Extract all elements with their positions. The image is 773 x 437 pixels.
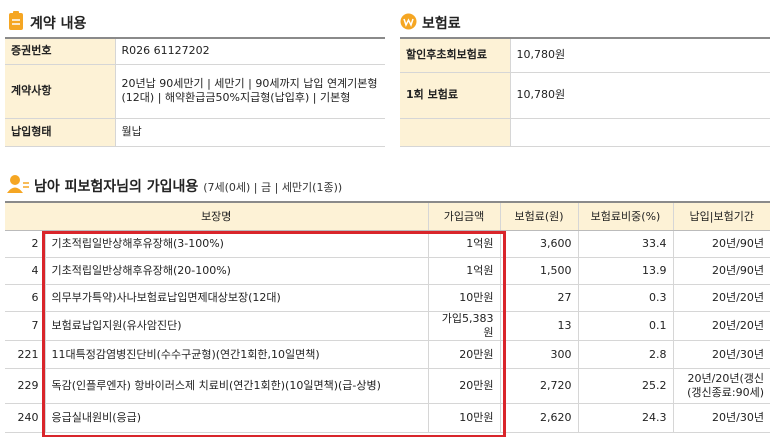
column-header: 보험료(원) [499, 202, 578, 231]
coverage-row: 229 독감(인플루엔자) 항바이러스제 치료비(연간1회한)(10일면책)(급-… [5, 368, 770, 404]
header-row: 보장명 가입금액 보험료(원) 보험료비중(%) 납입|보험기간 [5, 202, 770, 231]
contract-title: 계약 내용 [30, 16, 87, 32]
coverage-name: 기초적립일반상해후유장해(3-100%) [44, 230, 428, 258]
info-label: 납입형태 [5, 118, 116, 147]
info-row: 계약사항 20년납 90세만기 | 세만기 | 90세까지 납입 연계기본형(12… [5, 64, 385, 119]
premium-ratio: 0.1 [577, 311, 673, 341]
premium-ratio: 0.3 [577, 284, 673, 312]
coverage-amount: 20만원 [427, 368, 500, 404]
coverage-row: 221 11대특정감염병진단비(수수구균형)(연간1회한,10일면책) 20만원 30… [5, 340, 770, 369]
premium-table: 할인후초회보험료 10,780원 1회 보험료 10,780원 [400, 37, 770, 147]
coverage-row: 7 보험료납입지원(유사암진단) 가입5,383원 13 0.1 20년/20년 [5, 311, 770, 341]
column-header: 가입금액 [427, 202, 500, 231]
period: 20년/90년 [672, 230, 770, 258]
premium-ratio: 24.3 [577, 403, 673, 433]
row-code: 229 [5, 368, 45, 404]
person-icon [7, 175, 29, 193]
premium: 3,600 [499, 230, 578, 258]
coverage-amount: 1억원 [427, 257, 500, 285]
info-row: 납입형태 월납 [5, 118, 385, 147]
coverage-heading: 남아 피보험자님의 가입내용 (7세(0세) | 금 | 세만기(1종)) [34, 176, 342, 196]
premium: 27 [499, 284, 578, 312]
premium: 2,620 [499, 403, 578, 433]
info-value: 10,780원 [510, 72, 770, 119]
premium: 300 [499, 340, 578, 369]
info-value [510, 118, 770, 147]
info-value: 20년납 90세만기 | 세만기 | 90세까지 납입 연계기본형(12대) |… [115, 64, 385, 119]
coverage-amount: 20만원 [427, 340, 500, 369]
premium: 13 [499, 311, 578, 341]
premium-ratio: 33.4 [577, 230, 673, 258]
premium-title: 보험료 [422, 16, 461, 32]
period: 20년/20년 [672, 284, 770, 312]
contract-table: 증권번호 R026 61127202 계약사항 20년납 90세만기 | 세만기 | … [5, 37, 385, 147]
premium-icon [400, 13, 417, 30]
info-value: 10,780원 [510, 38, 770, 73]
info-row: 증권번호 R026 61127202 [5, 38, 385, 65]
period: 20년/30년 [672, 340, 770, 369]
premium-ratio: 13.9 [577, 257, 673, 285]
coverage-row: 240 응급실내원비(응급) 10만원 2,620 24.3 20년/30년 [5, 403, 770, 433]
premium: 2,720 [499, 368, 578, 404]
row-code: 4 [5, 257, 45, 285]
info-label: 1회 보험료 [400, 72, 511, 119]
coverage-name: 11대특정감염병진단비(수수구균형)(연간1회한,10일면책) [44, 340, 428, 369]
coverage-name: 독감(인플루엔자) 항바이러스제 치료비(연간1회한)(10일면책)(급-상병) [44, 368, 428, 404]
info-row: 1회 보험료 10,780원 [400, 72, 770, 119]
premium: 1,500 [499, 257, 578, 285]
coverage-name: 기초적립일반상해후유장해(20-100%) [44, 257, 428, 285]
period: 20년/20년(갱신(갱신종료:90세) [672, 368, 770, 404]
coverage-name: 의무부가특약)사나보험료납입면제대상보장(12대) [44, 284, 428, 312]
coverage-name: 응급실내원비(응급) [44, 403, 428, 433]
info-row [400, 118, 770, 147]
coverage-amount: 가입5,383원 [427, 311, 500, 341]
coverage-row: 6 의무부가특약)사나보험료납입면제대상보장(12대) 10만원 27 0.3 20년/2… [5, 284, 770, 312]
info-row: 할인후초회보험료 10,780원 [400, 38, 770, 73]
info-value: R026 61127202 [115, 38, 385, 65]
premium-ratio: 2.8 [577, 340, 673, 369]
row-code: 7 [5, 311, 45, 341]
info-value: 월납 [115, 118, 385, 147]
row-code: 240 [5, 403, 45, 433]
row-code: 2 [5, 230, 45, 258]
info-label [400, 118, 511, 147]
coverage-subtitle: (7세(0세) | 금 | 세만기(1종)) [203, 181, 343, 194]
coverage-amount: 10만원 [427, 284, 500, 312]
coverage-amount: 10만원 [427, 403, 500, 433]
column-header: 납입|보험기간 [672, 202, 770, 231]
coverage-name: 보험료납입지원(유사암진단) [44, 311, 428, 341]
info-label: 증권번호 [5, 38, 116, 65]
coverage-row: 2 기초적립일반상해후유장해(3-100%) 1억원 3,600 33.4 20년/90년 [5, 230, 770, 258]
info-label: 할인후초회보험료 [400, 38, 511, 73]
period: 20년/30년 [672, 403, 770, 433]
column-header: 보장명 [5, 202, 428, 231]
coverage-title: 남아 피보험자님의 가입내용 [34, 179, 199, 195]
coverage-amount: 1억원 [427, 230, 500, 258]
premium-ratio: 25.2 [577, 368, 673, 404]
period: 20년/90년 [672, 257, 770, 285]
period: 20년/20년 [672, 311, 770, 341]
contract-icon [9, 11, 23, 30]
info-label: 계약사항 [5, 64, 116, 119]
coverage-row: 4 기초적립일반상해후유장해(20-100%) 1억원 1,500 13.9 20년/90… [5, 257, 770, 285]
column-header: 보험료비중(%) [577, 202, 673, 231]
row-code: 6 [5, 284, 45, 312]
coverage-table: 보장명 가입금액 보험료(원) 보험료비중(%) 납입|보험기간 2 기초적립일반상해후유장… [5, 201, 770, 433]
row-code: 221 [5, 340, 45, 369]
